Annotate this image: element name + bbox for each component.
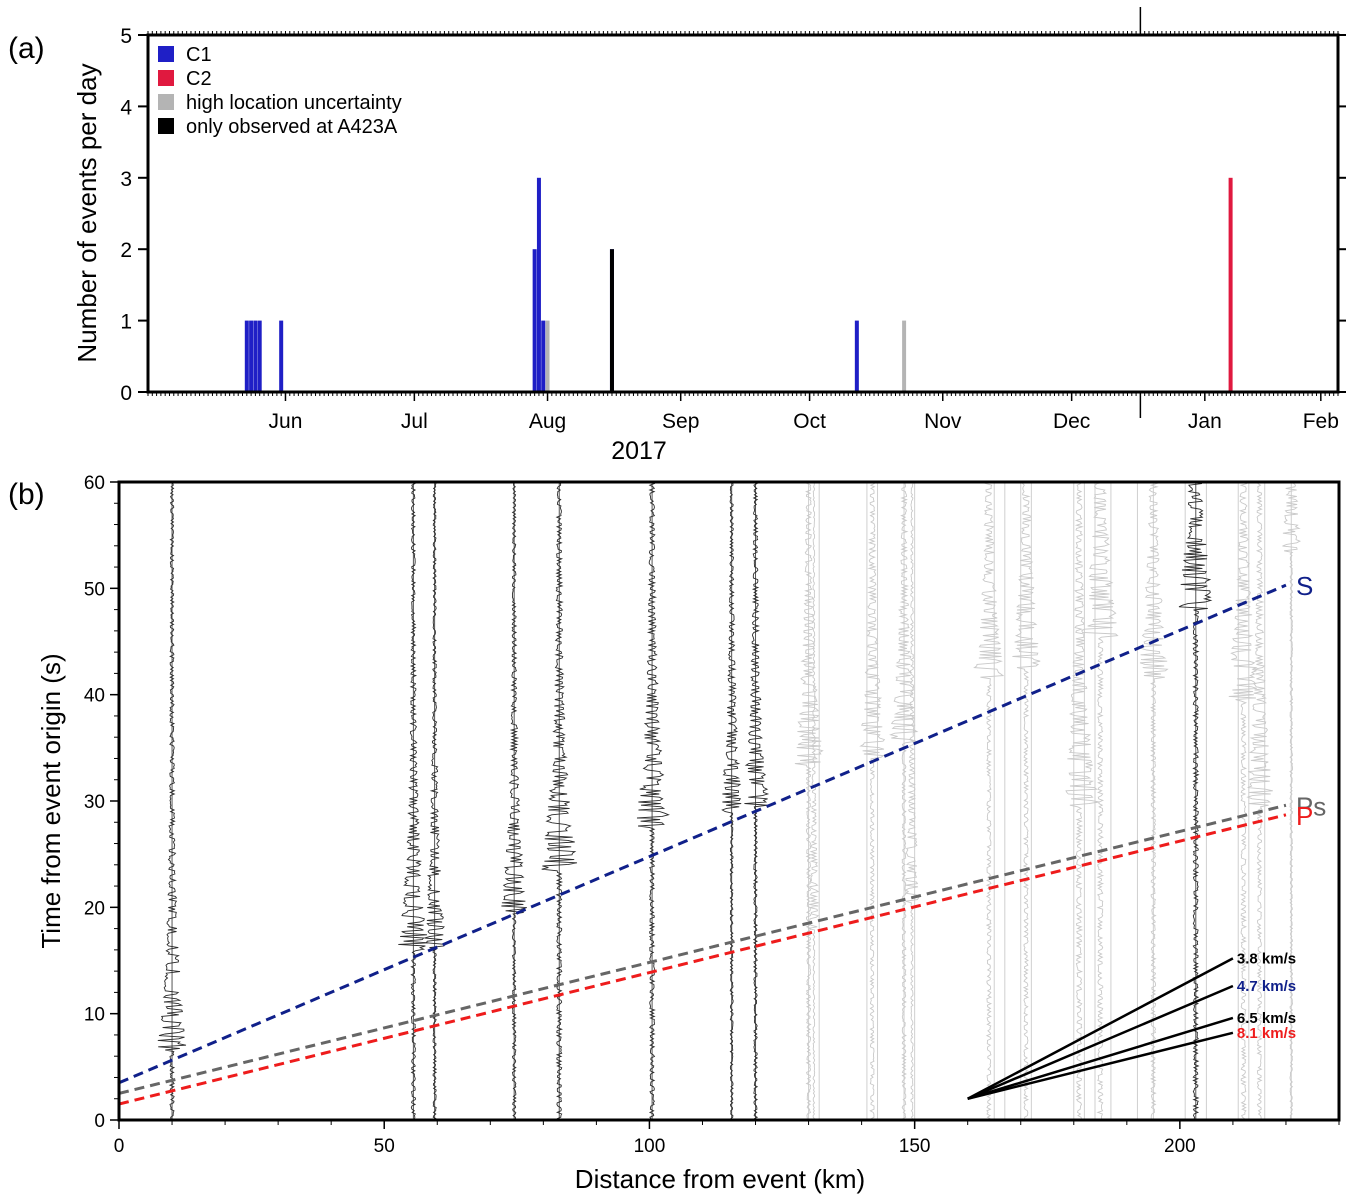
waveform-trace-16 xyxy=(1065,482,1100,1119)
velocity-label-1: 4.7 km/s xyxy=(1237,978,1296,995)
panel-a-y-tick-label: 3 xyxy=(120,168,132,191)
panel-a-x-tick-label: Jun xyxy=(269,410,303,433)
bar-C1-2 xyxy=(253,320,258,392)
panel-b-label: (b) xyxy=(8,478,45,511)
waveform-trace-1 xyxy=(398,482,429,1119)
waveform-trace-10 xyxy=(807,482,820,1120)
waveform-trace-17 xyxy=(1081,482,1119,1119)
bar-high-8 xyxy=(545,320,550,392)
panel-a-y-axis-title: Number of events per day xyxy=(72,63,102,362)
waveform-trace-3 xyxy=(501,482,527,1119)
panel-a-frame xyxy=(146,33,1340,394)
velocity-ray-3 xyxy=(967,1031,1234,1100)
panel-b-velocity-fan: 3.8 km/s 4.7 km/s 6.5 km/s8.1 km/s xyxy=(967,950,1296,1100)
panel-b-waveform-traces xyxy=(157,482,1301,1120)
panel-a-bars xyxy=(244,177,1233,392)
bar-C2-12 xyxy=(1228,177,1233,392)
legend-label-C1: C1 xyxy=(186,44,212,66)
panel-a-x-tick-label: Feb xyxy=(1303,410,1339,433)
waveform-trace-11 xyxy=(859,482,886,1120)
legend-swatch-only xyxy=(158,118,174,134)
phase-label-p: P xyxy=(1296,801,1313,831)
panel-a-y-tick-label: 0 xyxy=(120,382,132,405)
velocity-label-0: 3.8 km/s xyxy=(1237,950,1296,967)
bar-only-9 xyxy=(609,249,614,392)
panel-a-x-tick-label: Dec xyxy=(1053,410,1090,433)
panel-b-y-tick-label: 50 xyxy=(84,579,105,600)
waveform-trace-6 xyxy=(721,482,742,1120)
waveform-trace-19 xyxy=(1228,482,1258,1120)
panel-a-y-tick-label: 4 xyxy=(120,96,132,119)
panel-a-y-tick-label: 2 xyxy=(120,239,132,262)
phase-line-ps xyxy=(118,803,1287,1095)
phase-label-ps: Ps xyxy=(1296,791,1326,821)
panel-b-y-axis-title: Time from event origin (s) xyxy=(36,653,66,948)
panel-a-x-tick-label: Aug xyxy=(529,410,566,433)
panel-a-year-label: 2017 xyxy=(611,437,667,465)
panel-b-y-tick-label: 10 xyxy=(84,1005,105,1026)
legend-swatch-C1 xyxy=(158,46,174,62)
velocity-label-2: 6.5 km/s xyxy=(1237,1010,1296,1027)
panel-b-x-axis-title: Distance from event (km) xyxy=(575,1164,865,1194)
waveform-trace-9 xyxy=(794,482,824,1119)
phase-line-p xyxy=(118,813,1287,1106)
phase-label-s: S xyxy=(1296,571,1313,601)
waveform-trace-8 xyxy=(1178,482,1213,1119)
panel-a-y-tick-label: 5 xyxy=(120,25,132,48)
bar-C1-0 xyxy=(244,320,249,392)
panel-a-x-tick-label: Oct xyxy=(793,410,826,433)
panel-b-x-tick-label: 50 xyxy=(374,1136,395,1157)
panel-a-x-tick-label: Nov xyxy=(924,410,962,433)
panel-b-x-tick-label: 150 xyxy=(899,1136,931,1157)
bar-C1-4 xyxy=(279,320,284,392)
legend-swatch-C2 xyxy=(158,70,174,86)
waveform-trace-21 xyxy=(1282,482,1301,1119)
panel-a-event-histogram: (a) 0 1 2 3 4 5 Jun Jul Aug Sep Oct Nov Dec Jan Feb Nu… xyxy=(8,7,1346,465)
legend-label-only: only observed at A423A xyxy=(186,116,398,138)
panel-b-y-tick-label: 20 xyxy=(84,898,105,919)
waveform-trace-18 xyxy=(1139,482,1169,1119)
waveform-trace-15 xyxy=(1012,482,1041,1119)
panel-b-phase-lines: S PsP xyxy=(118,571,1326,1106)
bar-C1-1 xyxy=(249,320,254,392)
bar-C1-5 xyxy=(532,249,537,392)
panel-b-record-section: (b) S PsP 3.8 km/s 4.7 km/s 6.5 km/s8.1 km/… xyxy=(8,473,1341,1194)
panel-a-x-tick-label: Jul xyxy=(401,410,428,433)
bar-high-11 xyxy=(902,320,907,392)
legend-swatch-high xyxy=(158,94,174,110)
waveform-trace-13 xyxy=(904,482,919,1120)
legend-label-high: high location uncertainty xyxy=(186,92,402,114)
bar-C1-3 xyxy=(257,320,262,392)
phase-line-s xyxy=(118,583,1287,1085)
panel-b-y-tick-label: 30 xyxy=(84,792,105,813)
velocity-label-3: 8.1 km/s xyxy=(1237,1025,1296,1042)
waveform-trace-2 xyxy=(424,482,447,1120)
waveform-trace-14 xyxy=(973,482,1005,1120)
legend-label-C2: C2 xyxy=(186,68,212,90)
panel-b-y-tick-label: 0 xyxy=(94,1111,105,1132)
panel-a-label: (a) xyxy=(8,32,45,65)
bar-C1-10 xyxy=(854,320,859,392)
bar-C1-7 xyxy=(541,320,546,392)
velocity-ray-1 xyxy=(967,984,1234,1100)
panel-a-x-tick-label: Jan xyxy=(1188,410,1222,433)
panel-b-x-tick-label: 200 xyxy=(1164,1136,1196,1157)
waveform-trace-4 xyxy=(541,482,578,1120)
velocity-ray-2 xyxy=(967,1016,1234,1100)
panel-b-y-tick-label: 40 xyxy=(84,686,105,707)
waveform-trace-0 xyxy=(157,482,187,1119)
waveform-trace-5 xyxy=(636,482,670,1120)
velocity-ray-0 xyxy=(967,957,1234,1100)
waveform-trace-12 xyxy=(889,482,919,1120)
panel-b-y-tick-label: 60 xyxy=(84,473,105,494)
panel-b-x-tick-label: 0 xyxy=(114,1136,125,1157)
panel-a-y-tick-label: 1 xyxy=(120,311,132,334)
bar-C1-6 xyxy=(536,177,541,392)
panel-b-x-tick-label: 100 xyxy=(634,1136,666,1157)
waveform-trace-20 xyxy=(1246,482,1273,1119)
panel-a-x-tick-label: Sep xyxy=(662,410,699,433)
waveform-trace-7 xyxy=(744,482,770,1120)
